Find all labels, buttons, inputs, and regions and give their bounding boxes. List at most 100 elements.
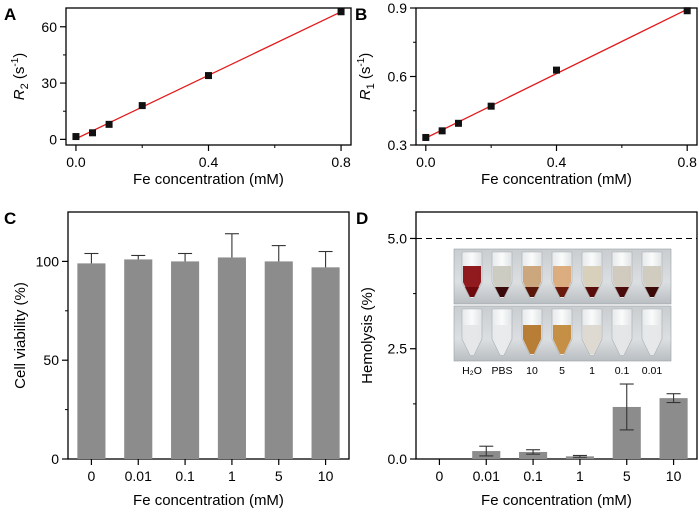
y-tick-label: 0.6 bbox=[388, 69, 408, 85]
fit-line bbox=[425, 8, 688, 139]
data-point bbox=[89, 129, 97, 137]
x-tick-label: 5 bbox=[623, 468, 631, 484]
inset-label: 0.01 bbox=[642, 365, 663, 377]
data-point bbox=[683, 7, 691, 15]
x-tick-label: 0.0 bbox=[416, 154, 436, 170]
y-axis-sup-b: -1 bbox=[356, 57, 367, 66]
data-point bbox=[72, 133, 80, 141]
bar bbox=[217, 257, 246, 459]
inset-label: 0.1 bbox=[615, 365, 630, 377]
y-axis-title-d: Hemolysis (%) bbox=[359, 287, 376, 384]
fit-line-b bbox=[425, 8, 688, 139]
x-tick-label: 0.01 bbox=[473, 468, 500, 484]
x-tick-label: 0 bbox=[436, 468, 444, 484]
x-tick-label: 0.8 bbox=[677, 154, 697, 170]
error-bars-d bbox=[479, 383, 681, 458]
y-tick-label: 0.3 bbox=[388, 137, 408, 153]
x-tick-label: 0.4 bbox=[199, 154, 219, 170]
panel-letter-a: A bbox=[4, 5, 16, 24]
y-axis-unit-a: (s bbox=[11, 67, 28, 84]
x-ticks-d: 0 0.01 0.1 1 5 10 bbox=[436, 459, 682, 484]
y-axis-symbol-b: R bbox=[357, 89, 374, 100]
x-tick-label: 1 bbox=[576, 468, 584, 484]
x-tick-label: 0.4 bbox=[547, 154, 567, 170]
tube-sediment bbox=[555, 287, 569, 297]
x-tick-label: 10 bbox=[666, 468, 682, 484]
y-axis-close-a: ) bbox=[11, 53, 28, 58]
bars-c bbox=[77, 257, 340, 459]
bar bbox=[311, 267, 340, 459]
panel-c: C 0 0.01 0.1 1 5 10 0 50 100 Fe concentration (… bbox=[4, 209, 350, 509]
y-ticks-d: 0.0 2.5 5.0 bbox=[388, 230, 416, 467]
data-point bbox=[205, 72, 212, 80]
x-ticks-a: 0.0 0.4 0.8 bbox=[66, 145, 351, 170]
data-point bbox=[454, 119, 462, 127]
y-axis-close-b: ) bbox=[357, 53, 374, 58]
inset-label: 1 bbox=[589, 365, 595, 377]
tube-liquid bbox=[523, 325, 541, 354]
y-ticks-a: 0 30 60 bbox=[41, 19, 66, 147]
bars-d bbox=[472, 398, 688, 459]
y-axis-sup-a: -1 bbox=[10, 57, 21, 66]
tubes-bottom-row bbox=[461, 308, 663, 356]
tube-sediment bbox=[615, 287, 629, 297]
x-tick-label: 0.01 bbox=[125, 468, 152, 484]
bar bbox=[124, 259, 153, 459]
data-point bbox=[553, 66, 560, 74]
tube-sediment bbox=[525, 287, 539, 297]
y-tick-label: 0.9 bbox=[388, 0, 408, 16]
data-point bbox=[105, 120, 113, 128]
data-point bbox=[422, 133, 430, 141]
x-tick-label: 1 bbox=[228, 468, 236, 484]
x-axis-title-b: Fe concentration (mM) bbox=[481, 171, 632, 188]
y-tick-label: 100 bbox=[36, 253, 60, 269]
x-tick-label: 0.1 bbox=[175, 468, 195, 484]
data-point bbox=[487, 102, 495, 110]
inset-labels: H₂O PBS 10 5 1 0.1 0.01 bbox=[462, 365, 662, 377]
data-point bbox=[138, 102, 146, 110]
x-ticks-b: 0.0 0.4 0.8 bbox=[416, 145, 697, 170]
tube-liquid bbox=[463, 325, 481, 354]
panel-letter-d: D bbox=[356, 209, 368, 228]
x-axis-title-d: Fe concentration (mM) bbox=[481, 492, 632, 509]
hemolysis-photo-inset: H₂O PBS 10 5 1 0.1 0.01 bbox=[453, 248, 672, 377]
panel-letter-c: C bbox=[4, 209, 16, 228]
y-tick-label: 2.5 bbox=[388, 341, 408, 357]
y-axis-symbol-a: R bbox=[11, 89, 28, 100]
x-tick-label: 10 bbox=[318, 468, 334, 484]
x-axis-title-a: Fe concentration (mM) bbox=[133, 171, 284, 188]
y-ticks-b: 0.3 0.6 0.9 bbox=[388, 0, 416, 153]
y-axis-subscript-a: 2 bbox=[19, 83, 31, 89]
tube-sediment bbox=[645, 287, 659, 297]
bar bbox=[171, 261, 200, 459]
panel-d: D H₂O PBS 10 5 1 0.1 0.01 0 0.01 0.1 1 5 10 0.0 2.5 5… bbox=[356, 209, 698, 509]
y-tick-label: 60 bbox=[41, 19, 57, 35]
inset-label: 10 bbox=[526, 365, 538, 377]
y-tick-label: 0.0 bbox=[388, 451, 408, 467]
y-axis-title-b: R1 (s-1) bbox=[356, 53, 377, 101]
x-tick-label: 0 bbox=[88, 468, 96, 484]
inset-label: PBS bbox=[491, 365, 512, 377]
x-ticks-c: 0 0.01 0.1 1 5 10 bbox=[88, 459, 334, 484]
y-tick-label: 5.0 bbox=[388, 230, 408, 246]
tube-liquid bbox=[553, 325, 571, 354]
bar bbox=[519, 451, 548, 459]
y-ticks-c: 0 50 100 bbox=[36, 253, 68, 467]
bar bbox=[659, 398, 688, 459]
x-tick-label: 0.0 bbox=[66, 154, 86, 170]
bar bbox=[264, 261, 293, 459]
panel-letter-b: B bbox=[355, 5, 367, 24]
x-tick-label: 0.1 bbox=[523, 468, 543, 484]
tube-sediment bbox=[585, 287, 599, 297]
y-tick-label: 50 bbox=[43, 352, 59, 368]
tubes-top-row bbox=[461, 251, 663, 299]
y-tick-label: 30 bbox=[41, 75, 57, 91]
tube-liquid bbox=[583, 325, 601, 354]
x-tick-label: 0.8 bbox=[331, 154, 351, 170]
y-tick-label: 0 bbox=[51, 451, 59, 467]
tube-liquid bbox=[643, 325, 661, 354]
tube-liquid bbox=[493, 325, 511, 354]
y-axis-subscript-b: 1 bbox=[365, 83, 377, 89]
